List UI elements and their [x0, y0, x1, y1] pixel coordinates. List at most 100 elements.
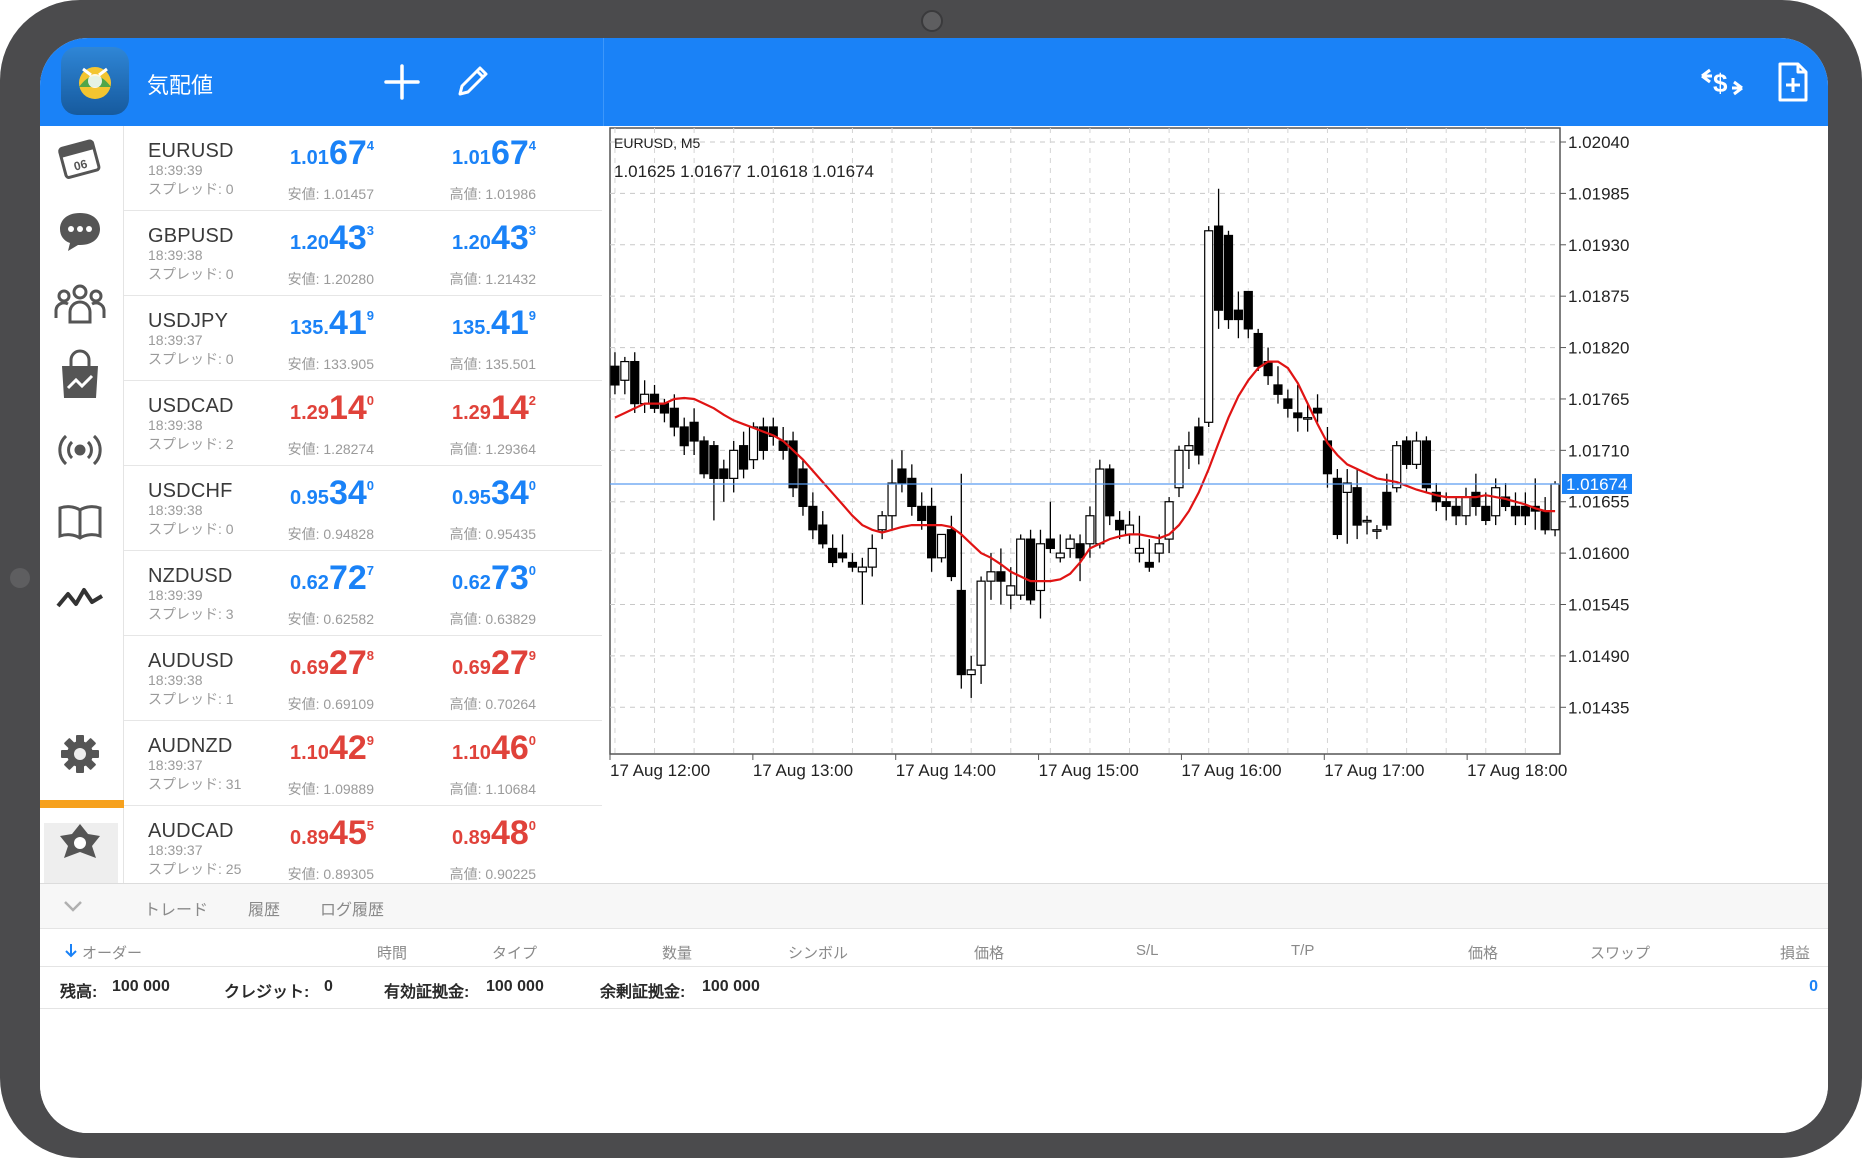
ask-price[interactable]: 135.419 — [376, 304, 536, 343]
candle-body — [966, 669, 976, 676]
bid-price[interactable]: 1.10429 — [214, 729, 374, 768]
candle-body — [1382, 491, 1392, 526]
bid-price[interactable]: 0.89455 — [214, 814, 374, 853]
column-order[interactable]: オーダー — [82, 945, 143, 962]
x-tick-label: 17 Aug 12:00 — [610, 761, 710, 780]
chart-panel[interactable]: 1.02040 1.01985 1.01930 1.01875 1.01820 1.017… — [604, 126, 1828, 888]
add-symbol-button[interactable] — [380, 60, 424, 104]
column-tp[interactable]: T/P — [1291, 942, 1315, 959]
candle-body — [1065, 538, 1075, 550]
calendar-icon[interactable]: 06 — [52, 130, 108, 186]
ask-price[interactable]: 1.01674 — [376, 134, 536, 173]
bid-price-point: 9 — [366, 733, 374, 748]
candle-body — [1471, 491, 1481, 508]
x-tick-label: 17 Aug 15:00 — [1039, 761, 1139, 780]
quote-row[interactable]: USDCHF 18:39:38 スプレッド: 0 0.95340 0.95340 安値: … — [124, 466, 602, 551]
quote-row[interactable]: USDCAD 18:39:38 スプレッド: 2 1.29140 1.29142 安値: … — [124, 381, 602, 466]
quote-row[interactable]: AUDCAD 18:39:37 スプレッド: 25 0.89455 0.89480 安値:… — [124, 806, 602, 883]
candle-body — [996, 571, 1006, 582]
quote-symbol: AUDCAD — [148, 820, 234, 842]
ask-price[interactable]: 0.62730 — [376, 559, 536, 598]
bid-price[interactable]: 135.419 — [214, 304, 374, 343]
tab-history[interactable]: 履歴 — [248, 902, 281, 919]
ask-price-pips: 14 — [490, 389, 529, 427]
quote-row[interactable]: NZDUSD 18:39:39 スプレッド: 3 0.62727 0.62730 安値: … — [124, 551, 602, 636]
candle-body — [649, 393, 660, 409]
edit-list-button[interactable] — [450, 60, 494, 104]
community-icon[interactable] — [52, 276, 108, 332]
high-price: 高値: 0.70264 — [449, 696, 536, 712]
bid-price-point: 0 — [366, 393, 374, 408]
candle-body — [1213, 225, 1224, 311]
chart-line-icon[interactable] — [52, 566, 108, 622]
tab-trade[interactable]: トレード — [144, 902, 209, 919]
signal-icon[interactable] — [52, 422, 108, 478]
chat-icon[interactable] — [52, 203, 108, 259]
camera-dot — [921, 10, 943, 32]
ask-price[interactable]: 1.20433 — [376, 219, 536, 258]
candle-body — [1006, 585, 1016, 596]
column-profit[interactable]: 損益 — [1780, 945, 1811, 962]
metatrader-logo-icon[interactable] — [61, 47, 129, 115]
column-volume[interactable]: 数量 — [662, 945, 693, 962]
column-swap[interactable]: スワップ — [1590, 945, 1651, 962]
quote-row[interactable]: USDJPY 18:39:37 スプレッド: 0 135.419 135.419 安値: … — [124, 296, 602, 381]
bid-price[interactable]: 0.69278 — [214, 644, 374, 683]
quote-spread: スプレッド: 0 — [148, 521, 234, 537]
tab-log[interactable]: ログ履歴 — [320, 902, 385, 919]
low-price: 安値: 1.20280 — [287, 271, 374, 287]
ask-price-point: 4 — [528, 138, 536, 153]
ask-price[interactable]: 0.95340 — [376, 474, 536, 513]
chart-ohlc-readout: 1.01625 1.01677 1.01618 1.01674 — [614, 162, 874, 181]
candle-body — [1441, 501, 1451, 508]
ask-price[interactable]: 0.89480 — [376, 814, 536, 853]
bid-price[interactable]: 1.20433 — [214, 219, 374, 258]
column-price[interactable]: 価格 — [974, 945, 1005, 962]
quote-symbol: USDCHF — [148, 480, 233, 502]
column-sl[interactable]: S/L — [1136, 942, 1159, 959]
bid-price[interactable]: 0.62727 — [214, 559, 374, 598]
trade-button[interactable]: $ — [1698, 60, 1743, 104]
ask-price-point: 0 — [528, 478, 536, 493]
candle-body — [936, 533, 947, 559]
new-order-button[interactable] — [1770, 60, 1814, 104]
candlestick-chart[interactable]: 1.02040 1.01985 1.01930 1.01875 1.01820 1.017… — [604, 126, 1828, 888]
candle-body — [1134, 547, 1145, 554]
book-icon[interactable] — [52, 494, 108, 550]
quote-row[interactable]: GBPUSD 18:39:38 スプレッド: 0 1.20433 1.20433 安値: … — [124, 211, 602, 296]
column-time[interactable]: 時間 — [377, 945, 408, 962]
column-symbol[interactable]: シンボル — [788, 945, 849, 962]
y-tick-label: 1.02040 — [1568, 133, 1629, 152]
column-type[interactable]: タイプ — [492, 945, 538, 962]
quote-time: 18:39:37 — [148, 842, 203, 858]
x-tick-label: 17 Aug 13:00 — [753, 761, 853, 780]
ask-price[interactable]: 0.69279 — [376, 644, 536, 683]
candle-body — [1253, 332, 1263, 367]
ask-price[interactable]: 1.29142 — [376, 389, 536, 428]
candle-body — [669, 407, 679, 428]
bid-price[interactable]: 1.01674 — [214, 134, 374, 173]
ask-price-point: 0 — [528, 733, 536, 748]
candle-body — [1154, 543, 1164, 554]
quote-row[interactable]: AUDNZD 18:39:37 スプレッド: 31 1.10429 1.10460 安値:… — [124, 721, 602, 806]
bid-price[interactable]: 1.29140 — [214, 389, 374, 428]
high-price: 高値: 0.95435 — [449, 526, 536, 542]
quote-row[interactable]: AUDUSD 18:39:38 スプレッド: 1 0.69278 0.69279 安値: … — [124, 636, 602, 721]
settings-icon[interactable] — [52, 726, 108, 782]
quote-row[interactable]: EURUSD 18:39:39 スプレッド: 0 1.01674 1.01674 安値: … — [124, 126, 602, 211]
bid-price-point: 8 — [366, 648, 374, 663]
ask-price-point: 0 — [528, 818, 536, 833]
bid-price-pips: 34 — [328, 474, 367, 512]
column-current-price[interactable]: 価格 — [1468, 945, 1499, 962]
sort-arrow-down-icon[interactable] — [64, 942, 78, 960]
market-bag-icon[interactable] — [52, 348, 108, 404]
candle-body — [1055, 552, 1065, 559]
free-margin-value: 100 000 — [702, 978, 760, 995]
candle-body — [857, 566, 867, 573]
candle-body — [1045, 538, 1055, 550]
quote-spread: スプレッド: 25 — [148, 861, 242, 877]
traders-icon[interactable] — [52, 816, 108, 872]
chevron-down-icon[interactable] — [60, 897, 86, 915]
bid-price[interactable]: 0.95340 — [214, 474, 374, 513]
ask-price[interactable]: 1.10460 — [376, 729, 536, 768]
